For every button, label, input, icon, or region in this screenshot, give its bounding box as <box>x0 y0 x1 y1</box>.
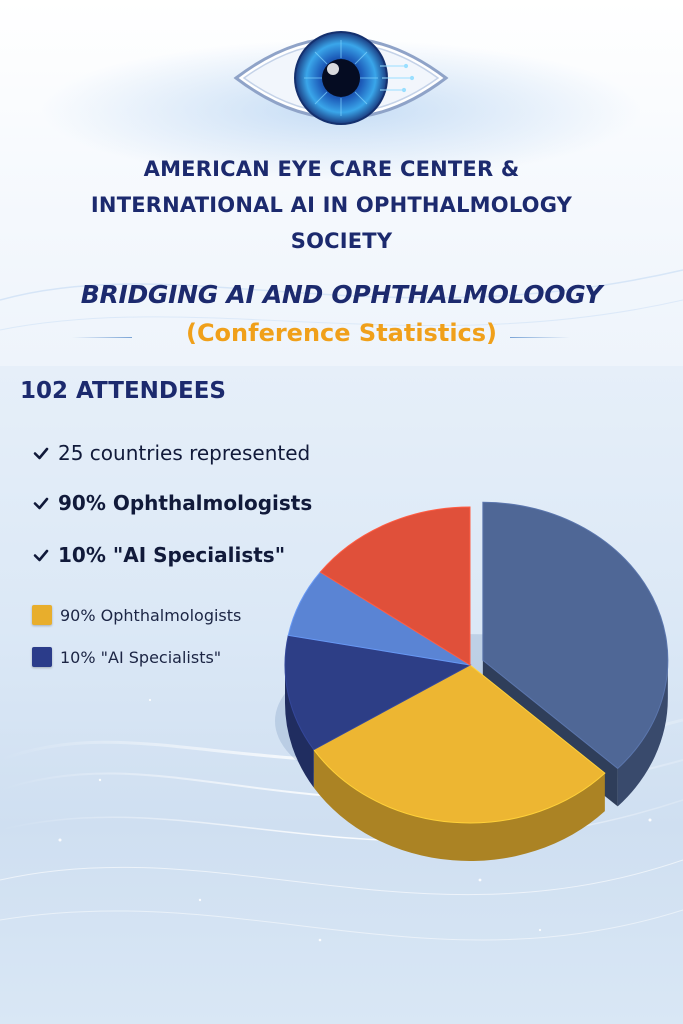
stat-item-label: 10% "AI Specialists" <box>58 543 286 567</box>
stat-item-countries: 25 countries represented <box>32 438 310 468</box>
legend-label: 90% Ophthalmologists <box>60 605 242 625</box>
conference-subtitle: (Conference Statistics) <box>185 319 498 347</box>
stat-item-ai-specialists: 10% "AI Specialists" <box>32 540 285 570</box>
conference-title: BRIDGING AI AND OPHTHALMOLOOGY <box>80 280 603 309</box>
organization-name-line-1: AMERICAN EYE CARE CENTER & <box>143 157 520 181</box>
legend-item-ai-specialists: 10% "AI Specialists" <box>32 645 221 669</box>
eye-logo <box>30 31 653 125</box>
pie-slice-2 <box>284 634 472 751</box>
legend-label: 10% "AI Specialists" <box>60 647 222 667</box>
pie-slice-side <box>617 660 668 807</box>
pie-slice-1 <box>313 664 606 824</box>
checkmark-icon <box>33 447 49 460</box>
organization-name-line-2: INTERNATIONAL AI IN OPHTHALMOLOGY <box>90 193 573 217</box>
stat-item-label: 90% Ophthalmologists <box>58 491 313 515</box>
checkmark-icon <box>33 497 49 510</box>
stat-item-label: 25 countries represented <box>58 441 311 465</box>
organization-name-line-3: SOCIETY <box>290 229 393 253</box>
legend-item-ophthalmologists: 90% Ophthalmologists <box>32 603 241 627</box>
subtitle-rule-right <box>510 337 570 338</box>
pie-slice-4 <box>319 506 471 666</box>
stat-item-ophthalmologists: 90% Ophthalmologists <box>32 488 312 518</box>
pie-slice-0 <box>482 501 669 770</box>
subtitle-rule-left <box>72 337 132 338</box>
attendees-count: 102 ATTENDEES <box>20 378 226 404</box>
checkmark-icon <box>33 549 49 562</box>
legend-swatch-gold <box>32 605 52 625</box>
legend-swatch-navy <box>32 647 52 667</box>
pie-slice-side <box>313 749 605 861</box>
